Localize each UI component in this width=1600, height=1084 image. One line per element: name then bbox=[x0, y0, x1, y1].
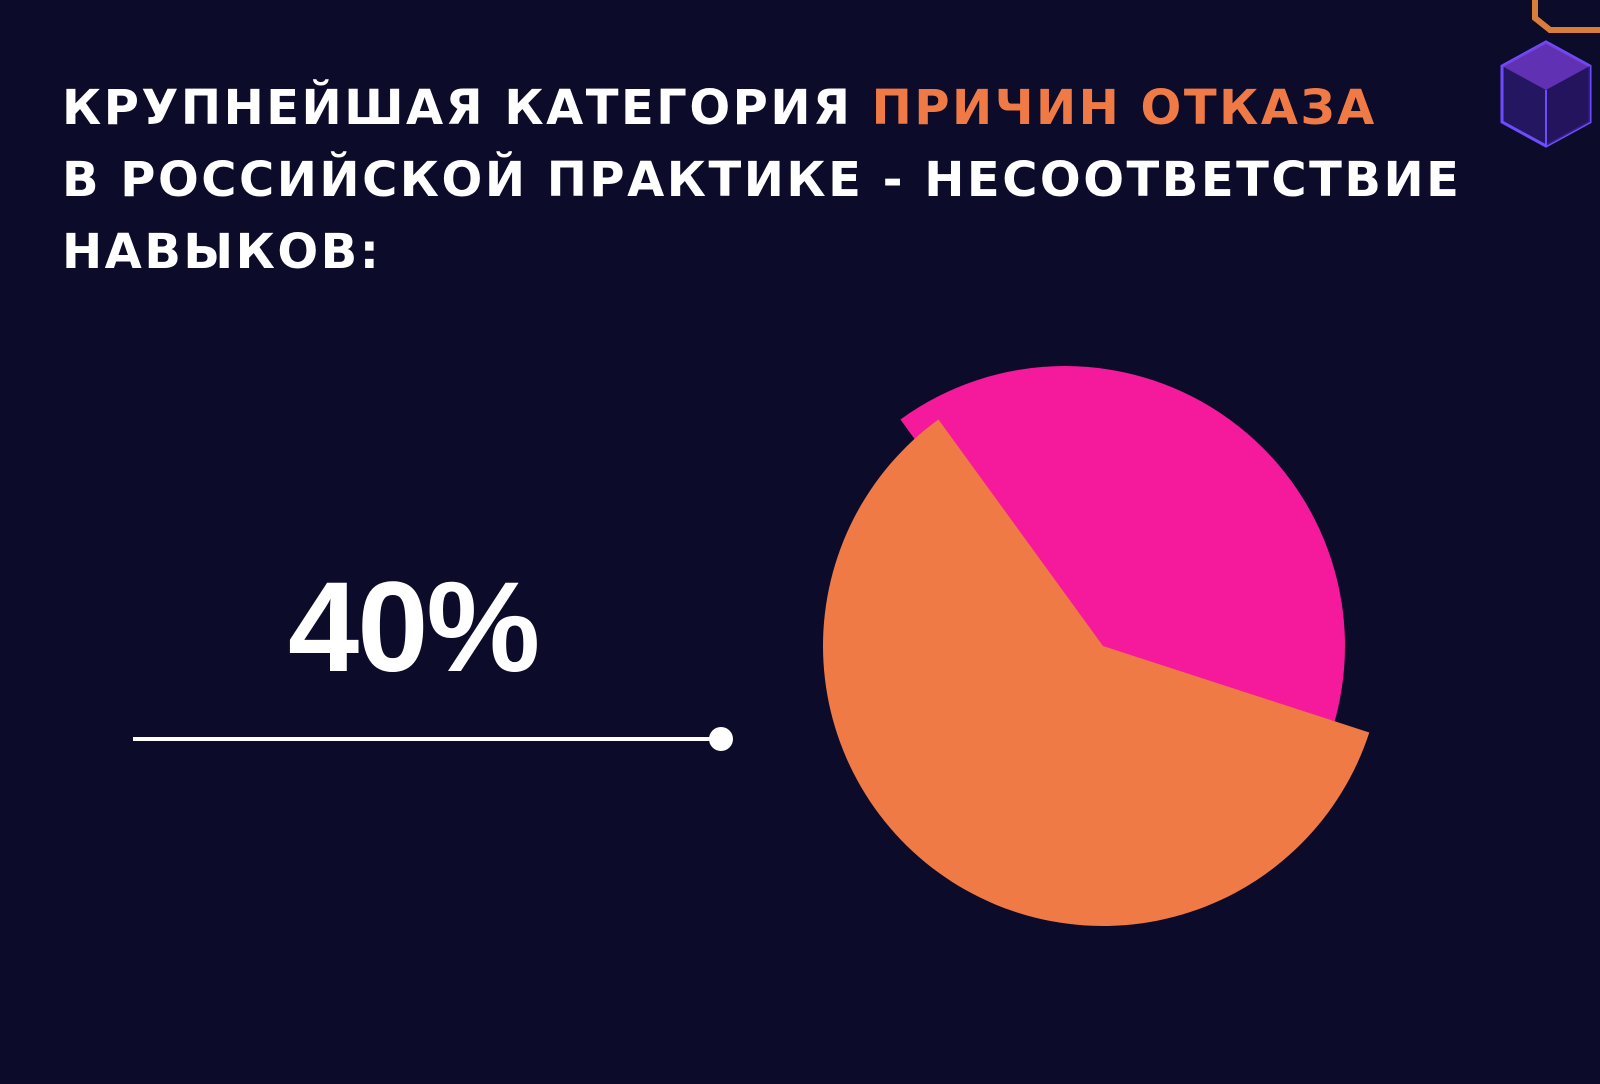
title-line-3: НАВЫКОВ: bbox=[62, 224, 382, 280]
pie-slices bbox=[823, 366, 1370, 927]
hexagon-cube-icon bbox=[1500, 0, 1600, 148]
title-accent-text: ПРИЧИН ОТКАЗА bbox=[871, 80, 1377, 136]
pie-slice-1 bbox=[900, 366, 1346, 733]
title-line-2: В РОССИЙСКОЙ ПРАКТИКЕ - НЕСООТВЕТСТВИЕ bbox=[62, 152, 1462, 208]
highlight-value-label: 40% bbox=[288, 556, 540, 699]
pointer-dot bbox=[709, 727, 733, 751]
pie-slice-2 bbox=[823, 419, 1370, 927]
title-text: КРУПНЕЙШАЯ КАТЕГОРИЯ bbox=[62, 80, 872, 136]
title-line-1: КРУПНЕЙШАЯ КАТЕГОРИЯ ПРИЧИН ОТКАЗА bbox=[62, 80, 1377, 136]
pointer-line bbox=[133, 737, 721, 741]
page-title: КРУПНЕЙШАЯ КАТЕГОРИЯ ПРИЧИН ОТКАЗА В РОС… bbox=[62, 72, 1461, 288]
